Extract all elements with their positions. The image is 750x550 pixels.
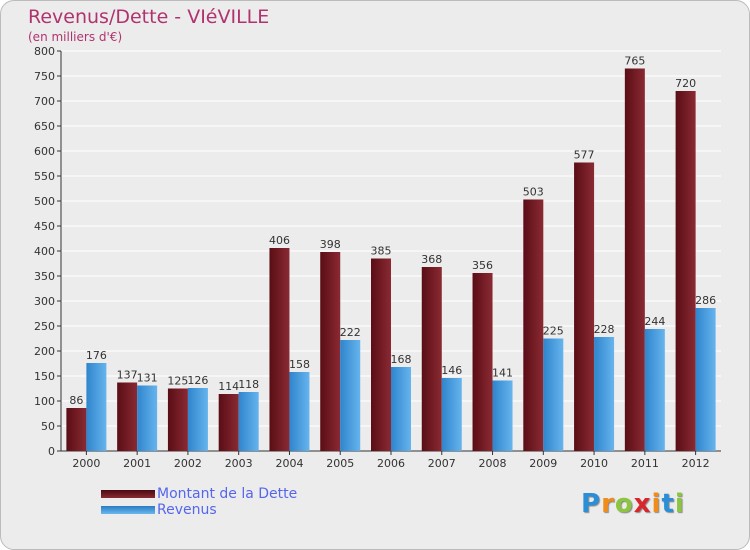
data-label-revenus-2004: 158 [289, 358, 310, 371]
bar-revenus-2005 [340, 340, 361, 451]
y-tick-label-200: 200 [34, 345, 55, 358]
y-tick-label-400: 400 [34, 245, 55, 258]
data-label-revenus-2012: 286 [695, 294, 716, 307]
y-tick-label-600: 600 [34, 145, 55, 158]
bar-dette-2001 [117, 382, 138, 451]
logo-letter-3: x [633, 489, 652, 519]
y-tick-label-700: 700 [34, 95, 55, 108]
bar-dette-2008 [472, 273, 493, 451]
y-tick-label-50: 50 [41, 420, 55, 433]
data-label-revenus-2006: 168 [391, 353, 412, 366]
data-label-dette-2010: 577 [574, 149, 595, 162]
logo-letter-5: t [661, 489, 675, 519]
x-tick-label-2003: 2003 [225, 457, 253, 470]
bar-dette-2007 [421, 267, 442, 451]
logo-letter-2: o [614, 489, 634, 519]
x-tick-label-2010: 2010 [580, 457, 608, 470]
chart-title: Revenus/Dette - VIéVILLE [28, 6, 270, 28]
y-tick-label-450: 450 [34, 220, 55, 233]
bar-revenus-2006 [391, 367, 411, 451]
bar-revenus-2008 [492, 380, 513, 451]
bar-revenus-2009 [543, 338, 564, 451]
data-label-dette-2008: 356 [472, 259, 493, 272]
data-label-dette-2002: 125 [167, 375, 188, 388]
bar-revenus-2007 [441, 378, 462, 451]
data-label-revenus-2005: 222 [340, 326, 361, 339]
bar-dette-2012 [675, 91, 696, 451]
chart-subtitle: (en milliers d'€) [28, 30, 123, 44]
data-label-revenus-2002: 126 [187, 374, 208, 387]
x-tick-label-2005: 2005 [326, 457, 354, 470]
data-label-revenus-2001: 131 [137, 372, 158, 385]
logo-letter-1: r [601, 489, 615, 519]
proxiti-logo: Proxiti [581, 489, 685, 519]
bar-revenus-2004 [289, 372, 310, 451]
data-label-revenus-2003: 118 [238, 378, 259, 391]
data-label-dette-2003: 114 [218, 380, 239, 393]
logo-letter-4: i [651, 489, 662, 519]
legend-swatch-revenus [101, 506, 155, 514]
y-tick-label-250: 250 [34, 320, 55, 333]
y-tick-label-650: 650 [34, 120, 55, 133]
data-label-revenus-2007: 146 [441, 364, 462, 377]
bar-revenus-2010 [594, 337, 615, 451]
bar-revenus-2000 [86, 363, 107, 451]
data-label-revenus-2009: 225 [543, 325, 564, 338]
data-label-revenus-2010: 228 [594, 323, 615, 336]
data-label-revenus-2008: 141 [492, 367, 513, 380]
data-label-dette-2011: 765 [624, 55, 645, 68]
bar-revenus-2011 [644, 329, 665, 451]
data-label-dette-2006: 385 [371, 245, 392, 258]
bar-dette-2002 [167, 388, 188, 451]
y-tick-label-550: 550 [34, 170, 55, 183]
x-tick-label-2007: 2007 [428, 457, 456, 470]
y-tick-label-100: 100 [34, 395, 55, 408]
x-tick-label-2004: 2004 [275, 457, 303, 470]
bar-revenus-2002 [187, 388, 208, 451]
data-label-dette-2005: 398 [320, 238, 341, 251]
data-label-revenus-2000: 176 [86, 349, 107, 362]
y-tick-label-350: 350 [34, 270, 55, 283]
y-tick-label-150: 150 [34, 370, 55, 383]
bar-revenus-2001 [137, 385, 158, 451]
bar-dette-2011 [624, 68, 645, 451]
bar-dette-2009 [523, 199, 544, 451]
data-label-dette-2007: 368 [421, 253, 442, 266]
bar-dette-2010 [574, 162, 595, 451]
bar-dette-2006 [371, 258, 391, 451]
x-tick-label-2001: 2001 [123, 457, 151, 470]
bar-dette-2004 [269, 248, 290, 451]
bar-dette-2005 [320, 252, 341, 451]
y-tick-label-0: 0 [48, 445, 55, 458]
legend-label-dette: Montant de la Dette [157, 486, 298, 502]
x-tick-label-2009: 2009 [529, 457, 557, 470]
data-label-dette-2001: 137 [117, 369, 138, 382]
legend-label-revenus: Revenus [157, 502, 217, 518]
bar-dette-2000 [66, 408, 87, 451]
y-tick-label-800: 800 [34, 45, 55, 58]
x-tick-label-2012: 2012 [682, 457, 710, 470]
x-tick-label-2000: 2000 [72, 457, 100, 470]
data-label-revenus-2011: 244 [644, 315, 665, 328]
y-tick-label-750: 750 [34, 70, 55, 83]
data-label-dette-2012: 720 [675, 77, 696, 90]
data-label-dette-2009: 503 [523, 186, 544, 199]
x-tick-label-2002: 2002 [174, 457, 202, 470]
data-label-dette-2000: 86 [69, 394, 83, 407]
x-tick-label-2006: 2006 [377, 457, 405, 470]
data-label-dette-2004: 406 [269, 234, 290, 247]
legend-swatch-dette [101, 490, 155, 498]
logo-letter-6: i [674, 489, 685, 519]
y-tick-label-300: 300 [34, 295, 55, 308]
bar-revenus-2003 [238, 392, 259, 451]
x-tick-label-2011: 2011 [631, 457, 659, 470]
bar-revenus-2012 [695, 308, 716, 451]
bar-dette-2003 [218, 394, 239, 451]
x-tick-label-2008: 2008 [479, 457, 507, 470]
logo-letter-0: P [581, 489, 602, 519]
y-tick-label-500: 500 [34, 195, 55, 208]
